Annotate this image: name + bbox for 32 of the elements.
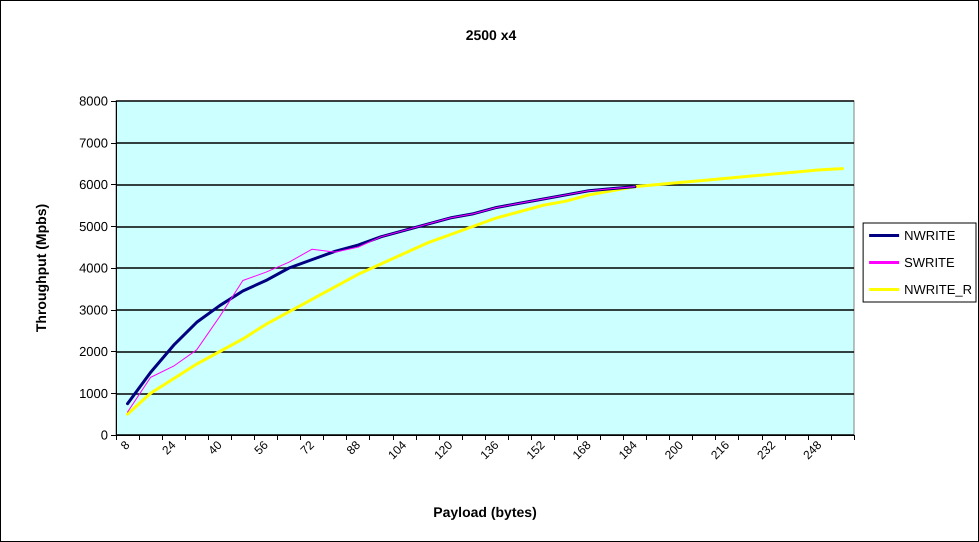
x-tick-label: 184: [616, 438, 640, 462]
legend-label: NWRITE: [904, 228, 956, 243]
y-tick-label: 0: [100, 428, 108, 442]
legend-label: SWRITE: [904, 255, 955, 270]
x-tick-label: 136: [477, 438, 502, 462]
chart-title: 2500 x4: [466, 27, 517, 43]
x-axis-title: Payload (bytes): [433, 504, 537, 520]
x-tick-label: 40: [205, 438, 225, 458]
y-tick-label: 8000: [79, 94, 108, 108]
x-tick-label: 152: [524, 438, 548, 462]
y-tick-label: 6000: [79, 177, 108, 192]
y-tick-label: 5000: [79, 218, 108, 234]
x-tick-label: 232: [754, 438, 778, 462]
y-tick-label: 3000: [79, 302, 108, 318]
y-tick-label: 2000: [79, 344, 108, 359]
y-tick-label: 7000: [79, 135, 108, 150]
legend-label: NWRITE_R: [904, 282, 972, 297]
x-tick-label: 248: [800, 438, 825, 462]
x-tick-label: 56: [252, 438, 272, 458]
x-tick-label: 120: [431, 438, 456, 462]
x-tick-label: 8: [118, 438, 133, 453]
line-series: [126, 167, 844, 416]
y-axis-title: Throughput (Mpbs): [33, 204, 49, 332]
x-tick-label: 216: [708, 438, 732, 462]
x-tick-label: 168: [570, 438, 594, 462]
x-tick-label: 104: [385, 438, 410, 462]
y-tick-label: 1000: [79, 386, 108, 401]
x-tick-label: 200: [662, 438, 686, 462]
y-tick-label: 4000: [79, 260, 108, 276]
x-tick-label: 24: [159, 438, 179, 458]
x-tick-label: 72: [298, 438, 318, 458]
x-tick-label: 88: [344, 438, 364, 458]
